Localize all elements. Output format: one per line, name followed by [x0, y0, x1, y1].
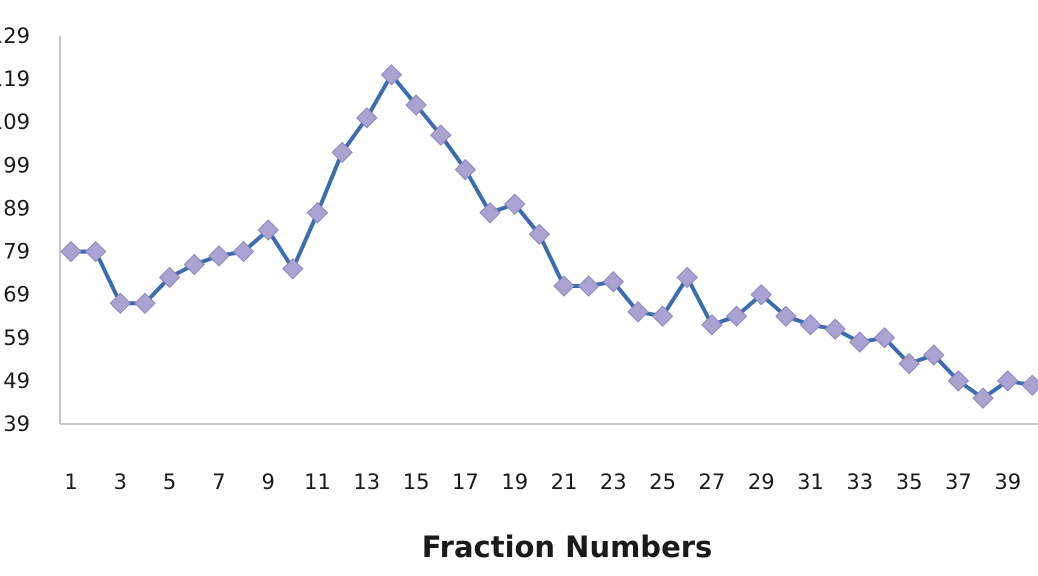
data-point-marker	[750, 283, 772, 306]
data-point-marker	[725, 305, 748, 327]
data-point-marker	[356, 107, 378, 129]
x-tick-label: 13	[353, 470, 380, 494]
x-tick-label: 31	[797, 470, 824, 494]
x-axis-label: Fraction Numbers	[422, 530, 713, 564]
y-tick-label: 59	[3, 326, 30, 350]
y-tick-label: 109	[0, 110, 30, 134]
data-point-marker	[232, 240, 255, 263]
data-point-marker	[158, 266, 181, 289]
y-tick-label: 39	[3, 412, 30, 436]
data-point-marker	[602, 271, 625, 293]
data-point-marker	[799, 314, 822, 336]
data-point-marker	[479, 202, 501, 224]
y-tick-label: 89	[3, 196, 30, 220]
x-tick-label: 37	[945, 470, 972, 494]
data-point-marker	[208, 245, 230, 267]
series-markers	[60, 64, 1038, 409]
x-tick-label: 33	[846, 470, 873, 494]
x-tick-label: 27	[699, 470, 726, 494]
data-point-marker	[651, 305, 674, 327]
data-point-marker	[676, 266, 698, 289]
data-point-marker	[306, 202, 329, 224]
data-point-marker	[898, 352, 920, 375]
data-point-marker	[923, 344, 945, 366]
data-point-marker	[405, 94, 427, 116]
data-point-marker	[528, 223, 551, 246]
data-point-marker	[134, 292, 156, 314]
data-point-marker	[553, 275, 575, 297]
x-tick-label: 5	[163, 470, 176, 494]
x-tick-label: 29	[748, 470, 775, 494]
data-point-marker	[84, 240, 107, 263]
x-tick-label: 39	[994, 470, 1021, 494]
data-point-marker	[257, 219, 279, 241]
y-tick-labels: 39 49 59 69 79 89 99 109 119 129	[0, 24, 30, 436]
x-tick-label: 3	[114, 470, 127, 494]
x-tick-label: 35	[896, 470, 923, 494]
x-tick-label: 21	[551, 470, 578, 494]
x-tick-label: 17	[452, 470, 479, 494]
data-point-marker	[947, 370, 970, 392]
y-tick-label: 129	[0, 24, 30, 48]
x-tick-label: 1	[64, 470, 77, 494]
data-point-marker	[824, 318, 846, 340]
x-tick-label: 25	[649, 470, 676, 494]
y-tick-label: 119	[0, 67, 30, 91]
data-point-marker	[849, 331, 871, 353]
data-point-marker	[454, 158, 477, 181]
data-point-marker	[775, 305, 797, 327]
data-point-marker	[701, 314, 723, 336]
series-line	[71, 72, 1033, 401]
data-point-marker	[183, 253, 205, 276]
data-point-marker	[873, 327, 896, 349]
data-point-marker	[380, 64, 403, 86]
data-point-marker	[60, 240, 82, 263]
data-point-marker	[577, 275, 600, 297]
x-tick-label: 19	[501, 470, 528, 494]
data-point-marker	[972, 387, 994, 409]
y-tick-label: 49	[3, 369, 30, 393]
y-tick-label: 69	[3, 283, 30, 307]
data-point-marker	[331, 141, 353, 164]
data-point-marker	[1021, 374, 1038, 396]
data-point-marker	[627, 301, 649, 323]
x-tick-label: 7	[212, 470, 225, 494]
x-tick-label: 9	[262, 470, 275, 494]
y-tick-label: 79	[3, 240, 30, 264]
data-point-marker	[503, 193, 526, 215]
x-tick-labels: 1 3 5 7 9 11 13 15 17 19 21 23 25 27 29 31 33 35 37 39	[64, 470, 1021, 494]
data-point-marker	[996, 370, 1019, 392]
x-tick-label: 11	[304, 470, 331, 494]
data-point-marker	[282, 258, 304, 280]
data-point-marker	[430, 124, 452, 146]
x-tick-label: 15	[403, 470, 430, 494]
data-point-marker	[109, 292, 132, 314]
x-tick-label: 23	[600, 470, 627, 494]
y-tick-label: 99	[3, 153, 30, 177]
